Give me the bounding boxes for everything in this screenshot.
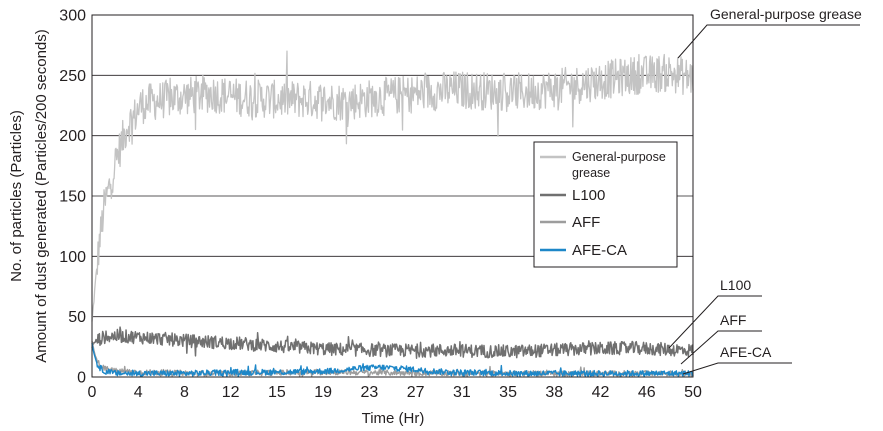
y-tick-labels: 0 50 100 150 200 250 300 [59,8,86,387]
callout-leader-afe-ca [682,362,792,375]
legend-label-aff: AFF [572,214,600,231]
x-axis-title: Time (Hr) [362,410,425,427]
y-axis-title-primary: No. of particles (Particles) [8,110,25,282]
legend-label-general-purpose-grease-line2: grease [572,166,610,180]
y-tick-300: 300 [59,8,86,25]
x-tick-labels: 0 4 8 12 15 19 23 27 31 35 38 42 46 50 [88,384,702,401]
x-tick-12: 12 [222,384,240,401]
callout-label-l100: L100 [720,277,751,293]
callout-aff: AFF [680,312,762,365]
legend: General-purpose grease L100 AFF AFE-CA [533,141,678,268]
y-tick-200: 200 [59,128,86,145]
callout-l100: L100 [668,277,762,349]
x-tick-35: 35 [499,384,517,401]
plot-frame [91,14,694,378]
x-tick-23: 23 [360,384,378,401]
legend-label-general-purpose-grease-line1: General-purpose [572,150,666,164]
x-tick-19: 19 [314,384,332,401]
callout-leader-general-purpose-grease [677,24,860,59]
x-tick-4: 4 [134,384,143,401]
legend-label-afe-ca: AFE-CA [572,242,627,259]
series-lines [91,50,694,378]
series-line-l100 [91,326,694,359]
x-tick-50: 50 [684,384,702,401]
y-axis-title-secondary: Amount of dust generated (Particles/200 … [33,29,50,363]
callout-afe-ca: AFE-CA [682,344,792,375]
y-tick-50: 50 [68,309,86,326]
x-tick-8: 8 [180,384,189,401]
legend-label-l100: L100 [572,187,605,204]
series-line-afe-ca [91,342,694,378]
series-line-general-purpose-grease [91,50,694,322]
x-tick-38: 38 [545,384,563,401]
callout-leader-aff [680,330,762,365]
x-tick-27: 27 [407,384,425,401]
x-tick-15: 15 [268,384,286,401]
callout-leader-l100 [668,295,762,349]
x-tick-0: 0 [88,384,97,401]
callout-general-purpose-grease: General-purpose grease [677,6,862,59]
callout-label-afe-ca: AFE-CA [720,344,772,360]
x-tick-31: 31 [453,384,471,401]
y-tick-150: 150 [59,189,86,206]
legend-box [533,141,678,268]
x-tick-42: 42 [592,384,610,401]
callout-label-general-purpose-grease: General-purpose grease [710,6,862,22]
y-tick-250: 250 [59,68,86,85]
x-tick-46: 46 [638,384,656,401]
y-tick-0: 0 [77,370,86,387]
y-tick-100: 100 [59,249,86,266]
callout-label-aff: AFF [720,312,746,328]
